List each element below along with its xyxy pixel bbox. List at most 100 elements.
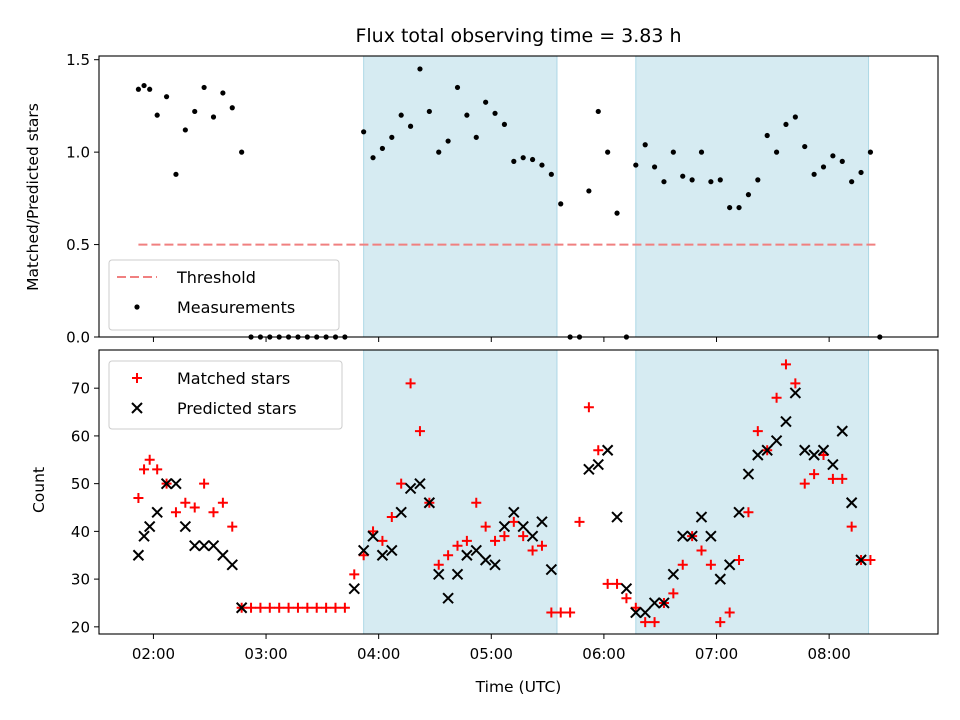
matched-stars-point [621,593,632,604]
predicted-stars-point [695,511,708,523]
predicted-stars-point [808,449,820,461]
matched-stars-point [677,559,688,570]
matched-stars-point [630,602,641,613]
measurements-point [141,82,147,89]
measurements-point [436,149,442,155]
predicted-stars-point [799,444,811,456]
predicted-stars-point [508,506,520,518]
predicted-stars-point [198,539,210,552]
matched-stars-point [734,555,745,566]
matched-stars-point [846,521,857,532]
predicted-stars-point [583,463,595,476]
predicted-stars-point [611,511,623,523]
measurements-point [811,171,817,177]
predicted-stars-point [658,597,670,609]
matched-stars-point [752,426,763,437]
measurements-point [792,114,798,120]
measurements-point [407,123,414,129]
matched-stars-point [696,545,707,556]
matched-stars-point [546,607,557,618]
matched-stars-point [452,540,463,551]
measurements-point [755,177,761,183]
predicted-stars-point [855,554,867,566]
bottom-legend-swatch [132,373,142,383]
matched-stars-point [668,588,679,599]
measurements-point [154,112,160,118]
bottom-legend: Matched stars Predicted stars [108,360,343,430]
measurements-point [445,138,451,144]
measurements-point [135,86,142,92]
predicted-stars-point [451,568,464,581]
top-legend: Threshold Measurements [108,259,340,331]
matched-stars-point [377,535,388,546]
matched-stars-point [649,617,660,628]
measurements-point [802,143,808,150]
predicted-stars-point [138,530,150,542]
matched-stars-point [518,531,529,542]
matched-stars-point [461,535,472,546]
matched-stars-point [152,464,163,475]
matched-stars-point [818,450,829,461]
matched-stars-point [790,378,801,389]
top-y-axis-label: Matched/Predicted stars [24,103,42,291]
matched-stars-point [602,578,613,589]
matched-stars-point [358,550,369,561]
bottom-y-tick-label: 30 [71,571,90,589]
matched-stars-point [414,426,425,437]
measurements-point [867,149,874,155]
measurements-point [454,84,461,91]
predicted-stars-point [714,573,726,585]
bottom-panel: 20 30 40 50 60 70 02:00 03:00 04:00 05:00 06:00 07:… [71,349,939,663]
predicted-stars-point [789,387,802,399]
matched-stars-point [799,478,810,489]
top-legend-box [108,259,340,331]
matched-stars-point [612,578,623,589]
x-tick-label: 07:00 [695,645,738,663]
predicted-stars-point [770,434,783,447]
matched-stars-point [593,445,604,456]
measurements-point [483,99,489,105]
matched-stars-point [443,550,454,561]
measurements-point [839,158,845,164]
matched-stars-point [199,478,210,489]
matched-stars-point [311,602,322,613]
matched-stars-point [255,602,266,613]
predicted-stars-point [179,520,192,533]
measurements-point [548,171,554,177]
matched-stars-point [471,497,482,508]
predicted-stars-point [461,549,473,561]
bottom-legend-swatch [131,402,143,414]
predicted-stars-point [705,530,717,542]
predicted-stars-point [367,530,379,542]
x-tick-label: 03:00 [244,645,287,663]
measurements-point [464,112,470,118]
matched-stars-point [574,516,585,527]
measurements-point [783,121,789,128]
measurements-point [717,177,723,183]
measurements-point [492,110,498,116]
top-y-tick-label: 1.0 [66,144,90,162]
chart-title: Flux total observing time = 3.83 h [355,25,681,47]
predicted-stars-point [442,592,454,604]
bottom-y-tick-label: 20 [71,618,90,636]
measurements-point [163,94,170,100]
matched-stars-point [715,617,726,628]
predicted-stars-point [620,582,633,595]
bottom-axes-frame [98,349,939,635]
measurements-point [633,162,639,168]
predicted-stars-point [817,444,830,456]
measurements-point [147,86,153,92]
measurements-point [698,149,705,155]
matched-stars-point [217,497,228,508]
matched-stars-point [330,602,341,613]
matched-stars-point [180,497,191,508]
matched-stars-point [499,531,510,542]
predicted-stars-point [489,559,501,571]
matched-stars-point [386,512,397,523]
matched-stars-point [433,559,444,570]
measurements-point [398,112,404,118]
top-y-tick-label: 0.5 [66,236,90,254]
predicted-stars-point [151,506,163,518]
predicted-stars-point [160,477,173,490]
